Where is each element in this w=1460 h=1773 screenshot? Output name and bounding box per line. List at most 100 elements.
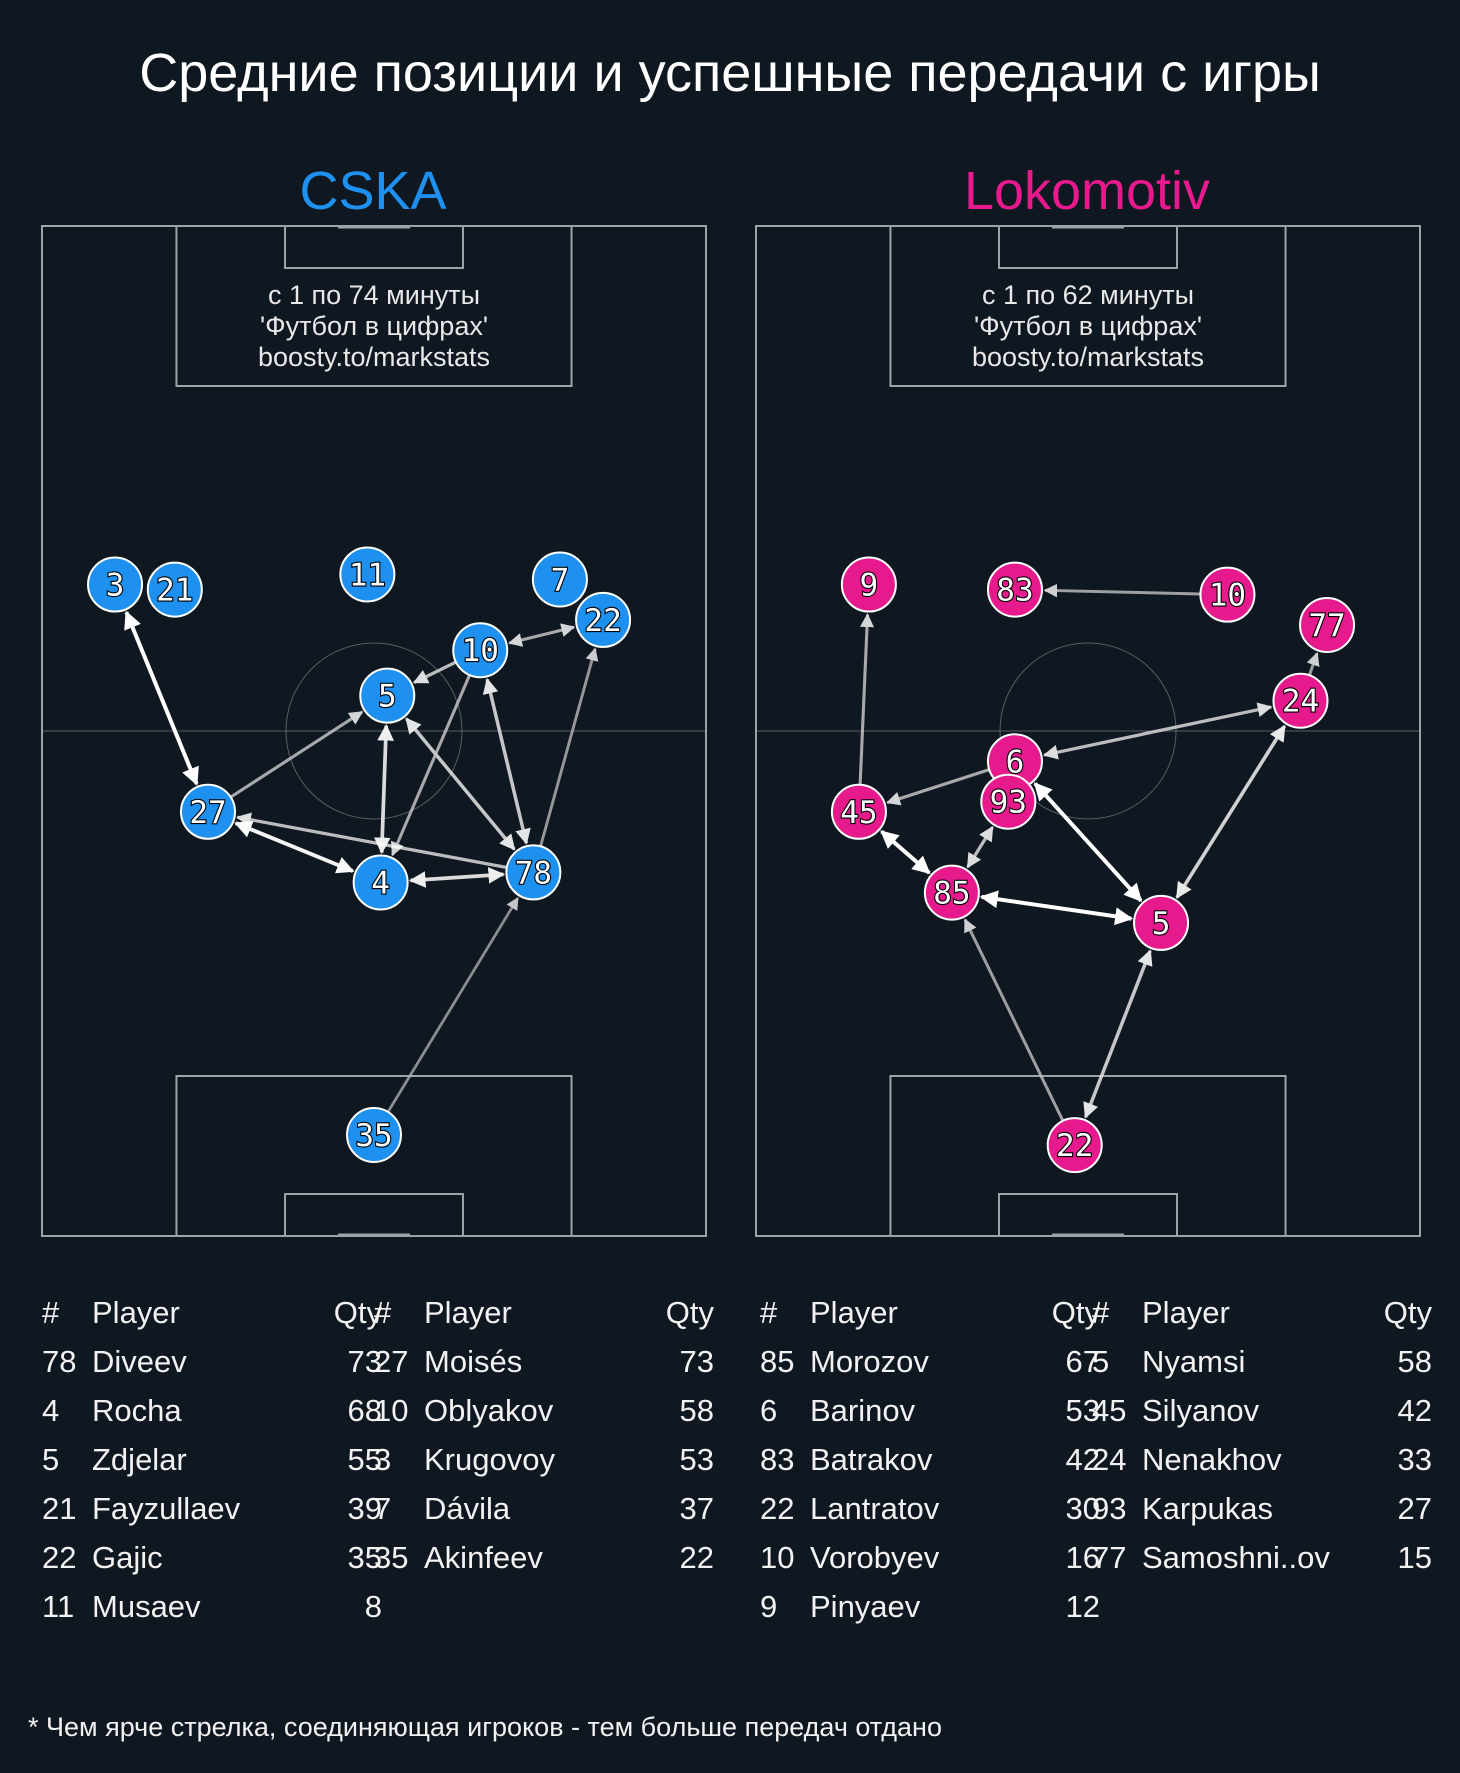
player-marker: [180, 783, 236, 840]
cell-qty: 12: [1065, 1589, 1100, 1624]
player-number: 4: [371, 866, 390, 902]
cell-name: Krugovoy: [424, 1442, 555, 1477]
cell-qty: 58: [1397, 1344, 1432, 1379]
cell-num: 85: [760, 1344, 795, 1379]
cell-name: Oblyakov: [424, 1393, 554, 1428]
header-player: Player: [92, 1295, 180, 1330]
cell-qty: 27: [1397, 1491, 1432, 1526]
pass-arrow: [858, 613, 874, 785]
table-header: # Player Qty: [42, 1295, 382, 1344]
cell-num: 10: [374, 1393, 409, 1428]
cell-name: Vorobyev: [810, 1540, 940, 1575]
pass-arrow: [1042, 702, 1273, 760]
cell-name: Karpukas: [1142, 1491, 1273, 1526]
pitch-1: с 1 по 62 минуты'Футбол в цифрах'boosty.…: [755, 225, 1421, 1237]
table-row: 78 Diveev 73: [42, 1344, 382, 1393]
cell-qty: 68: [347, 1393, 382, 1428]
cell-name: Pinyaev: [810, 1589, 921, 1624]
cell-qty: 15: [1397, 1540, 1432, 1575]
info-line: 'Футбол в цифрах': [260, 311, 488, 341]
info-line: 'Футбол в цифрах': [974, 311, 1202, 341]
six-yard-box-bottom: [284, 1193, 464, 1237]
table-row: 5 Zdjelar 55: [42, 1442, 382, 1491]
player-number: 5: [1152, 906, 1171, 942]
cell-qty: 58: [679, 1393, 714, 1428]
player-number: 3: [106, 568, 125, 604]
six-yard-box-bottom: [998, 1193, 1178, 1237]
cell-qty: 73: [347, 1344, 382, 1379]
pass-arrow: [1043, 583, 1201, 598]
cell-num: 11: [42, 1589, 75, 1624]
player-marker: [146, 561, 203, 618]
table-row: 10 Oblyakov 58: [374, 1393, 714, 1442]
player-number: 5: [378, 679, 397, 715]
pass-arrow: [412, 660, 457, 684]
table-row: 45 Silyanov 42: [1092, 1393, 1432, 1442]
cell-name: Musaev: [92, 1589, 201, 1624]
player-number: 83: [996, 573, 1033, 609]
cell-qty: 33: [1397, 1442, 1432, 1477]
player-number: 22: [584, 603, 621, 639]
table-row: 93 Karpukas 27: [1092, 1491, 1432, 1540]
cell-num: 27: [374, 1344, 409, 1379]
cell-qty: 35: [347, 1540, 382, 1575]
cell-name: Akinfeev: [424, 1540, 543, 1575]
cell-num: 6: [760, 1393, 778, 1428]
table-row: 4 Rocha 68: [42, 1393, 382, 1442]
cell-qty: 22: [679, 1540, 714, 1575]
pass-arrow: [979, 890, 1134, 926]
table-row: 22 Gajic 35: [42, 1540, 382, 1589]
six-yard-box-top: [284, 225, 464, 269]
player-marker: [980, 773, 1037, 830]
pass-arrow: [539, 647, 599, 847]
page-title: Средние позиции и успешные передачи с иг…: [139, 43, 1321, 103]
cell-name: Dávila: [424, 1491, 511, 1526]
cell-num: 21: [42, 1491, 77, 1526]
cell-num: 77: [1092, 1540, 1127, 1575]
pass-arrow: [373, 723, 395, 855]
player-marker: [452, 622, 509, 679]
info-line: boosty.to/markstats: [972, 342, 1204, 372]
table-row: 35 Akinfeev 22: [374, 1540, 714, 1589]
player-number: 24: [1282, 684, 1319, 720]
cell-num: 35: [374, 1540, 409, 1575]
pass-arrow: [1083, 949, 1153, 1119]
player-marker: [1199, 566, 1256, 623]
table-header: # Player Qty: [760, 1295, 1100, 1344]
cell-name: Morozov: [810, 1344, 929, 1379]
cell-num: 93: [1092, 1491, 1127, 1526]
header-num: #: [760, 1295, 778, 1330]
player-number: 77: [1308, 608, 1345, 644]
table-row: 10 Vorobyev 16: [760, 1540, 1100, 1589]
header-num: #: [42, 1295, 60, 1330]
player-marker: [352, 854, 409, 911]
table-row: 9 Pinyaev 12: [760, 1589, 1100, 1638]
pass-arrow: [1033, 782, 1143, 902]
player-marker: [531, 551, 588, 608]
pass-arrow: [482, 677, 531, 845]
player-marker: [840, 556, 897, 613]
table-header: # Player Qty: [374, 1295, 714, 1344]
player-marker: [986, 561, 1043, 618]
player-marker: [346, 1107, 402, 1163]
cell-name: Fayzullaev: [92, 1491, 241, 1526]
lokomotiv-table-right: # Player Qty 5 Nyamsi 58 45 Silyanov 42 24 Nenakho…: [1092, 1295, 1432, 1589]
player-number: 78: [515, 855, 552, 891]
footnote: * Чем ярче стрелка, соединяющая игроков …: [28, 1712, 942, 1742]
header-num: #: [374, 1295, 392, 1330]
player-number: 21: [156, 573, 193, 609]
player-number: 27: [189, 795, 226, 831]
pass-arrow: [386, 896, 519, 1113]
player-marker: [1133, 894, 1190, 951]
cell-qty: 16: [1065, 1540, 1100, 1575]
cell-qty: 8: [364, 1589, 382, 1624]
lokomotiv-table-left: # Player Qty 85 Morozov 67 6 Barinov 53 83 Batrako…: [760, 1295, 1100, 1638]
player-marker: [575, 591, 632, 648]
player-marker: [1272, 672, 1329, 729]
table-row: 7 Dávila 37: [374, 1491, 714, 1540]
pass-arrow: [508, 623, 576, 647]
cell-qty: 37: [679, 1491, 714, 1526]
player-number: 22: [1056, 1128, 1093, 1164]
header-qty: Qty: [665, 1295, 714, 1330]
